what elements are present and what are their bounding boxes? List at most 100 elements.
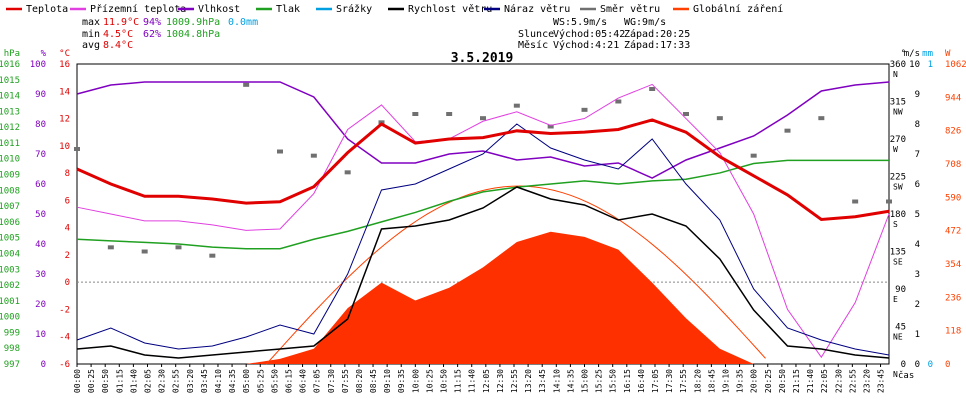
x-tick-label: 06:40 (299, 369, 308, 393)
legend-label: Náraz větru (504, 3, 570, 15)
pressure-line (76, 159, 889, 250)
humidity-line (76, 81, 890, 179)
wind-direction-point (277, 149, 283, 154)
wind-direction-point (716, 116, 723, 121)
direction-label: E (893, 295, 898, 304)
direction-label: N (893, 70, 898, 79)
x-tick-label: 02:05 (143, 369, 152, 393)
wind-direction-point (886, 199, 892, 204)
humidity-axis-tick: 50 (35, 210, 46, 220)
legend-label: Směr větru (600, 3, 660, 15)
x-tick-label: 00:00 (73, 369, 82, 393)
direction-label: N (893, 370, 898, 379)
pressure-axis-tick: 1002 (0, 281, 20, 291)
humidity-axis-tick: 100 (30, 60, 46, 70)
temperature-axis-title: °C (59, 49, 70, 59)
x-tick-label: 09:35 (397, 369, 406, 393)
wind-speed-axis-tick: 0 (915, 360, 920, 370)
stat-max-hum: 94% (143, 17, 161, 28)
pressure-axis-tick: 1015 (0, 76, 20, 86)
humidity-axis-tick: 80 (35, 120, 46, 130)
pressure-axis-tick: 1011 (0, 139, 20, 149)
radiation-axis-tick: 472 (945, 227, 961, 237)
x-tick-label: 11:40 (468, 369, 477, 393)
direction-axis-tick: 360 (890, 60, 906, 70)
pressure-axis-tick: 1014 (0, 92, 20, 102)
radiation-axis-tick: 236 (945, 293, 961, 303)
wind-speed-axis-tick: 9 (915, 90, 920, 100)
humidity-axis-tick: 60 (35, 180, 46, 190)
pressure-axis-tick: 1004 (0, 249, 20, 259)
pressure-axis-tick: 1005 (0, 234, 20, 244)
x-tick-label: 21:40 (806, 369, 815, 393)
wind-direction-point (649, 87, 656, 91)
direction-axis-tick: 180 (890, 210, 906, 220)
humidity-axis-tick: 30 (35, 270, 46, 280)
x-tick-label: 05:50 (270, 369, 279, 393)
x-tick-label: 16:40 (637, 369, 646, 393)
temperature-line (76, 118, 890, 221)
x-tick-label: 12:30 (496, 369, 505, 393)
x-tick-label: 20:25 (764, 369, 773, 393)
pressure-axis-tick: 1016 (0, 60, 20, 70)
stat-max-label: max (82, 17, 100, 28)
stat-avg-label: avg (82, 40, 100, 51)
x-tick-label: 17:55 (679, 369, 688, 393)
radiation-axis-tick: 0 (945, 360, 950, 370)
x-tick-label: 11:15 (454, 369, 463, 393)
x-tick-label: 07:55 (341, 369, 350, 393)
wg-value: WG:9m/s (624, 17, 666, 28)
temperature-axis-tick: 8 (65, 169, 70, 179)
x-axis-title: čas (898, 370, 914, 381)
pressure-axis-tick: 998 (4, 344, 20, 354)
legend-label: Přízemní teplota (90, 3, 186, 15)
humidity-axis-tick: 90 (35, 90, 46, 100)
direction-label: W (893, 145, 898, 154)
x-tick-label: 16:15 (623, 369, 632, 393)
sun-moon-info: WS:5.9m/s WG:9m/s Slunce Východ:05:42 Zá… (518, 17, 690, 51)
radiation-axis-tick: 944 (945, 93, 961, 103)
legend-item: Teplota (6, 4, 68, 15)
sun-rise: Východ:05:42 (553, 28, 625, 40)
x-tick-label: 04:10 (214, 369, 223, 393)
x-tick-label: 22:05 (820, 369, 829, 393)
stat-min-label: min (82, 29, 100, 40)
pressure-axis-tick: 999 (4, 328, 20, 338)
pressure-axis-tick: 1008 (0, 186, 20, 196)
direction-axis-tick: 45 (895, 323, 906, 333)
x-tick-label: 15:25 (595, 369, 604, 393)
pressure-axis-tick: 997 (4, 360, 20, 370)
x-tick-label: 02:55 (172, 369, 181, 393)
direction-label: S (893, 220, 898, 229)
x-tick-label: 21:15 (792, 369, 801, 393)
humidity-axis-title: % (41, 49, 47, 59)
plot-area (74, 63, 892, 365)
x-tick-label: 20:00 (750, 369, 759, 393)
direction-label: SW (893, 183, 903, 192)
pressure-axis-tick: 1000 (0, 313, 20, 323)
direction-axis-title: ° (901, 49, 906, 59)
humidity-axis-tick: 20 (35, 300, 46, 310)
radiation-axis-tick: 826 (945, 127, 961, 137)
wind-speed-axis-tick: 6 (915, 180, 920, 190)
legend-label: Globální záření (693, 3, 783, 15)
stat-max-press: 1009.9hPa (166, 17, 220, 28)
wind-direction-point (175, 245, 182, 250)
rain-axis-tick: 0 (928, 360, 933, 370)
pressure-axis-tick: 1006 (0, 218, 20, 228)
pressure-axis-tick: 1003 (0, 265, 20, 275)
wind-direction-point (412, 112, 419, 116)
x-tick-label: 23:20 (862, 369, 871, 393)
direction-axis-tick: 90 (895, 285, 906, 295)
direction-label: NE (893, 333, 903, 342)
wind-speed-axis-tick: 5 (915, 210, 920, 220)
sun-set: Západ:20:25 (624, 28, 690, 40)
radiation-area (246, 231, 754, 364)
x-tick-label: 04:35 (228, 369, 237, 393)
x-tick-label: 14:10 (552, 369, 561, 393)
temperature-axis-tick: 10 (59, 142, 70, 152)
wind-direction-point (750, 153, 757, 158)
wind-speed-axis-title: m/s (904, 49, 920, 59)
ground-temperature-line (76, 83, 890, 359)
